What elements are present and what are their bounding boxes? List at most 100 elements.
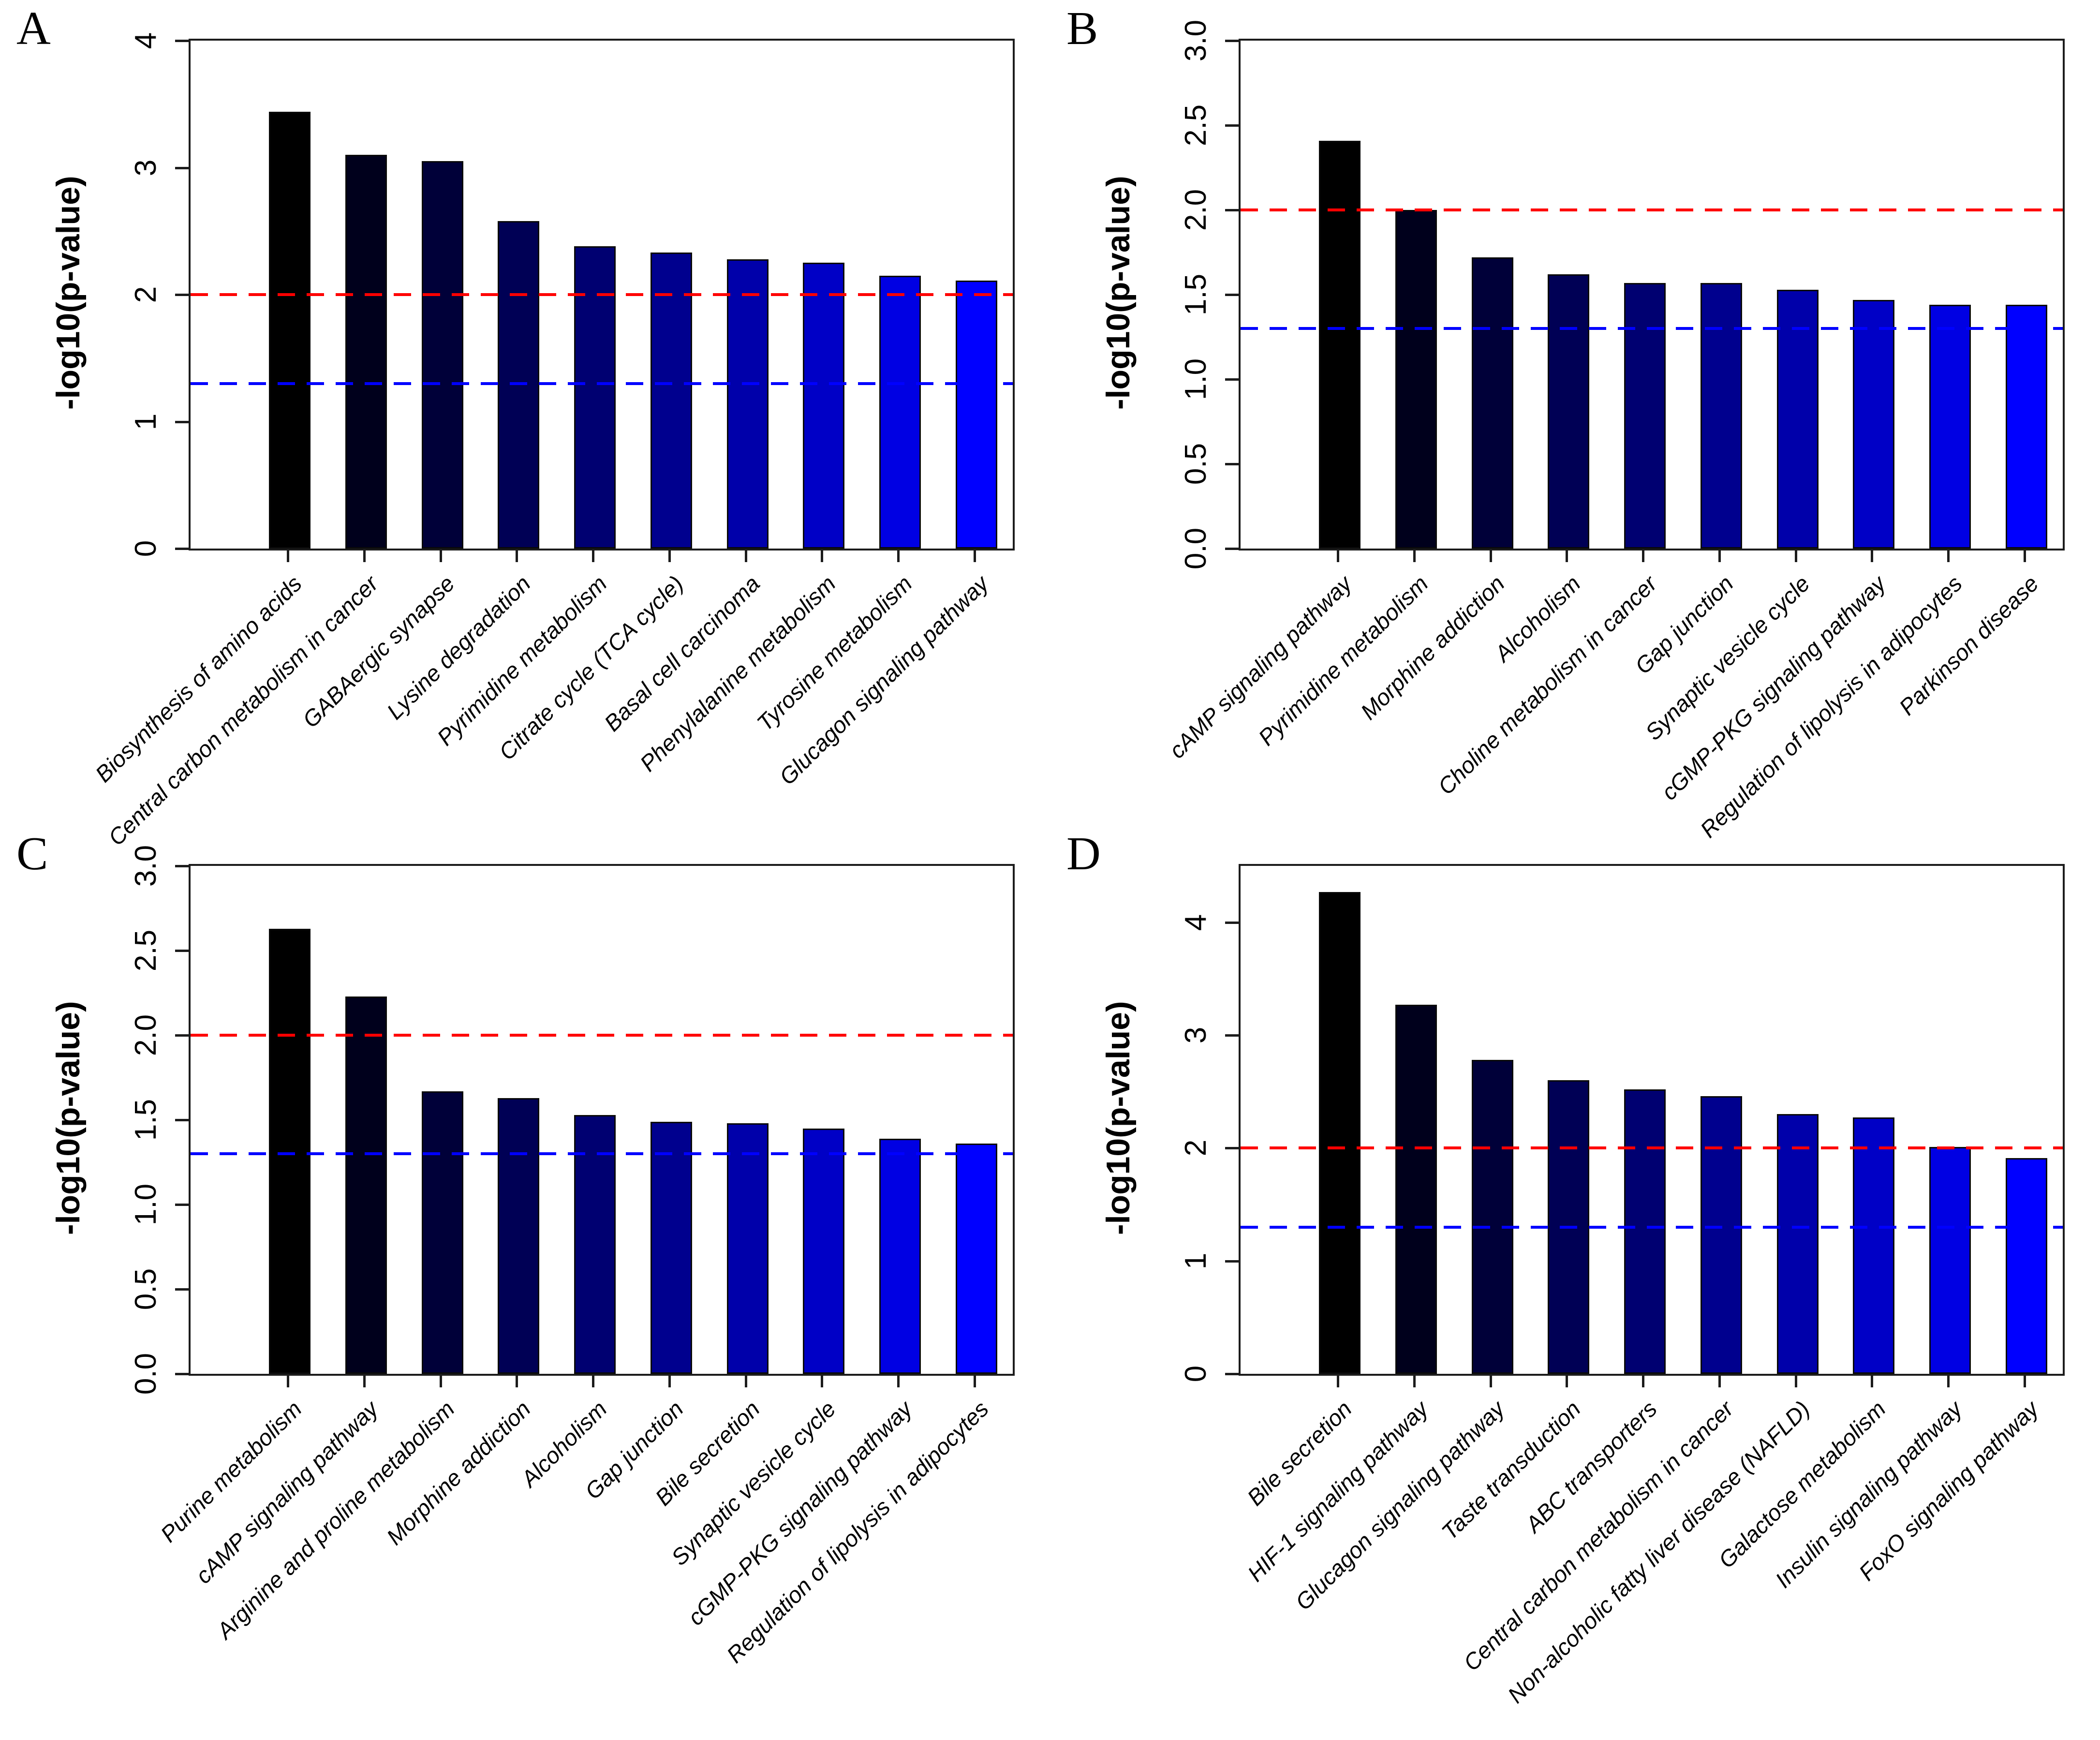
x-tick-mark (973, 1374, 976, 1387)
y-tick-mark (1225, 294, 1239, 296)
y-tick-label: 1.5 (1179, 273, 1213, 316)
x-tick-mark (1947, 1374, 1950, 1387)
x-tick-mark (439, 1374, 442, 1387)
y-tick-mark (1225, 548, 1239, 550)
plot-area: 0.0 0.5 1.0 1.5 2.0 2.5 3.0 (129, 845, 1015, 1395)
bar-10 (2005, 1158, 2047, 1374)
plot-area: 0 1 2 3 4 (1179, 864, 2065, 1382)
x-tick-mark (1718, 1374, 1721, 1387)
y-tick-mark (175, 294, 189, 296)
x-tick-mark (1566, 549, 1568, 562)
blue-threshold-line (191, 382, 1013, 385)
red-threshold-line (1241, 208, 2063, 211)
panel-letter-a: A (16, 2, 51, 55)
y-axis-title: -log10(p-value) (1100, 1001, 1137, 1235)
x-tick-mark (821, 549, 824, 562)
y-tick-mark (175, 1119, 189, 1121)
bar-5 (574, 246, 616, 549)
bar-3 (421, 161, 463, 549)
plot-area: 0.0 0.5 1.0 1.5 2.0 2.5 3.0 (1179, 20, 2065, 569)
y-axis-title: -log10(p-value) (50, 1001, 87, 1235)
y-tick-mark (1225, 40, 1239, 42)
bar-8 (1853, 299, 1895, 549)
x-tick-mark (897, 549, 900, 562)
y-tick-label: 2 (129, 286, 163, 303)
x-tick-mark (287, 1374, 290, 1387)
y-tick-label: 3.0 (1179, 19, 1213, 62)
x-tick-mark (2023, 549, 2026, 562)
x-tick-mark (1489, 1374, 1492, 1387)
y-tick-mark (1225, 124, 1239, 127)
y-tick-mark (175, 865, 189, 867)
bar-2 (345, 155, 387, 549)
bar-10 (955, 281, 997, 549)
bar-9 (1929, 305, 1971, 549)
bar-10 (955, 1144, 997, 1374)
bar-5 (1624, 1089, 1666, 1374)
y-tick-label: 1.0 (129, 1183, 163, 1226)
y-tick-label: 0.5 (129, 1268, 163, 1310)
y-tick-label: 2.0 (1179, 189, 1213, 231)
x-tick-mark (1337, 1374, 1340, 1387)
y-tick-mark (175, 166, 189, 169)
y-tick-label: 0.5 (1179, 443, 1213, 485)
bar-7 (726, 1123, 769, 1374)
y-tick-mark (175, 420, 189, 423)
x-axis: Purine metabolism cAMP signaling pathway A… (155, 1374, 1011, 1668)
bar-2 (345, 996, 387, 1374)
x-tick-mark (668, 549, 671, 562)
y-tick-mark (1225, 463, 1239, 465)
bar-7 (726, 259, 769, 549)
x-tick-mark (1947, 549, 1950, 562)
bar-6 (1700, 1096, 1742, 1374)
bar-6 (650, 253, 692, 549)
x-axis: Bile secretion HIF-1 signaling pathway Glu… (1239, 1374, 2061, 1708)
x-tick-mark (973, 549, 976, 562)
bar-5 (1624, 283, 1666, 549)
bar-1 (269, 112, 311, 549)
y-tick-mark (175, 1373, 189, 1375)
y-tick-mark (1225, 921, 1239, 924)
x-tick-mark (363, 549, 366, 562)
x-tick-mark (2023, 1374, 2026, 1387)
y-tick-mark (175, 1204, 189, 1206)
bar-3 (1471, 1060, 1513, 1374)
bar-1 (269, 928, 311, 1374)
y-tick-mark (175, 1288, 189, 1291)
y-tick-label: 1 (1179, 1252, 1213, 1269)
x-tick-mark (1489, 549, 1492, 562)
panel-c: C -log10(p-value) 0.0 0.5 1.0 1.5 2.0 2.5 3.0 … (0, 825, 1050, 1668)
y-axis-title: -log10(p-value) (1100, 176, 1137, 410)
x-tick-mark (1794, 549, 1797, 562)
y-tick-label: 0 (129, 540, 163, 557)
x-tick-mark (516, 1374, 518, 1387)
y-axis-title: -log10(p-value) (50, 176, 87, 410)
x-tick-mark (1642, 549, 1645, 562)
y-tick-label: 2.5 (129, 929, 163, 972)
bar-2 (1395, 210, 1437, 549)
y-tick-label: 1.0 (1179, 358, 1213, 401)
bar-1 (1319, 140, 1361, 549)
x-tick-mark (821, 1374, 824, 1387)
y-tick-label: 2.0 (129, 1014, 163, 1056)
plot-area: 0 1 2 3 4 (129, 32, 1015, 557)
bar-9 (879, 1138, 921, 1374)
red-threshold-line (191, 1034, 1013, 1037)
y-tick-mark (175, 1034, 189, 1037)
x-tick-mark (1337, 549, 1340, 562)
y-tick-label: 2.5 (1179, 104, 1213, 147)
x-tick-mark (1871, 549, 1874, 562)
x-tick-mark (287, 549, 290, 562)
x-tick-mark (744, 1374, 747, 1387)
blue-threshold-line (191, 1152, 1013, 1155)
red-threshold-line (191, 293, 1013, 296)
y-tick-mark (1225, 378, 1239, 381)
y-tick-label: 2 (1179, 1140, 1213, 1157)
x-tick-mark (668, 1374, 671, 1387)
bar-6 (1700, 283, 1742, 549)
bar-7 (1776, 1114, 1819, 1374)
x-tick-mark (1642, 1374, 1645, 1387)
bar-9 (879, 275, 921, 549)
y-tick-label: 3 (1179, 1026, 1213, 1044)
